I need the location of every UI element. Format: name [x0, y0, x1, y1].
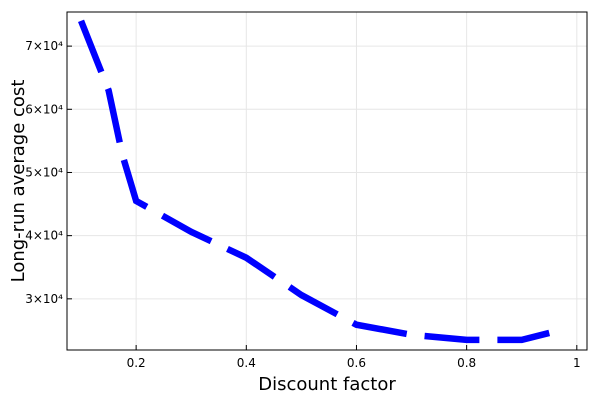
y-tick-label: 6×10⁴ [25, 102, 63, 116]
x-tick-label: 0.4 [237, 356, 256, 370]
x-tick-label: 1 [573, 356, 581, 370]
x-tick-label: 0.2 [127, 356, 146, 370]
y-tick-label: 3×10⁴ [25, 292, 63, 306]
grid [67, 12, 587, 350]
plot-frame [66, 11, 588, 351]
x-tick-label: 0.6 [347, 356, 366, 370]
y-axis-label: Long-run average cost [8, 80, 29, 283]
y-tick-label: 5×10⁴ [25, 165, 63, 179]
x-tick-label: 0.8 [457, 356, 476, 370]
y-tick-label: 7×10⁴ [25, 39, 63, 53]
x-axis-label: Discount factor [258, 374, 396, 395]
line [78, 19, 551, 344]
y-tick-label: 4×10⁴ [25, 229, 63, 243]
